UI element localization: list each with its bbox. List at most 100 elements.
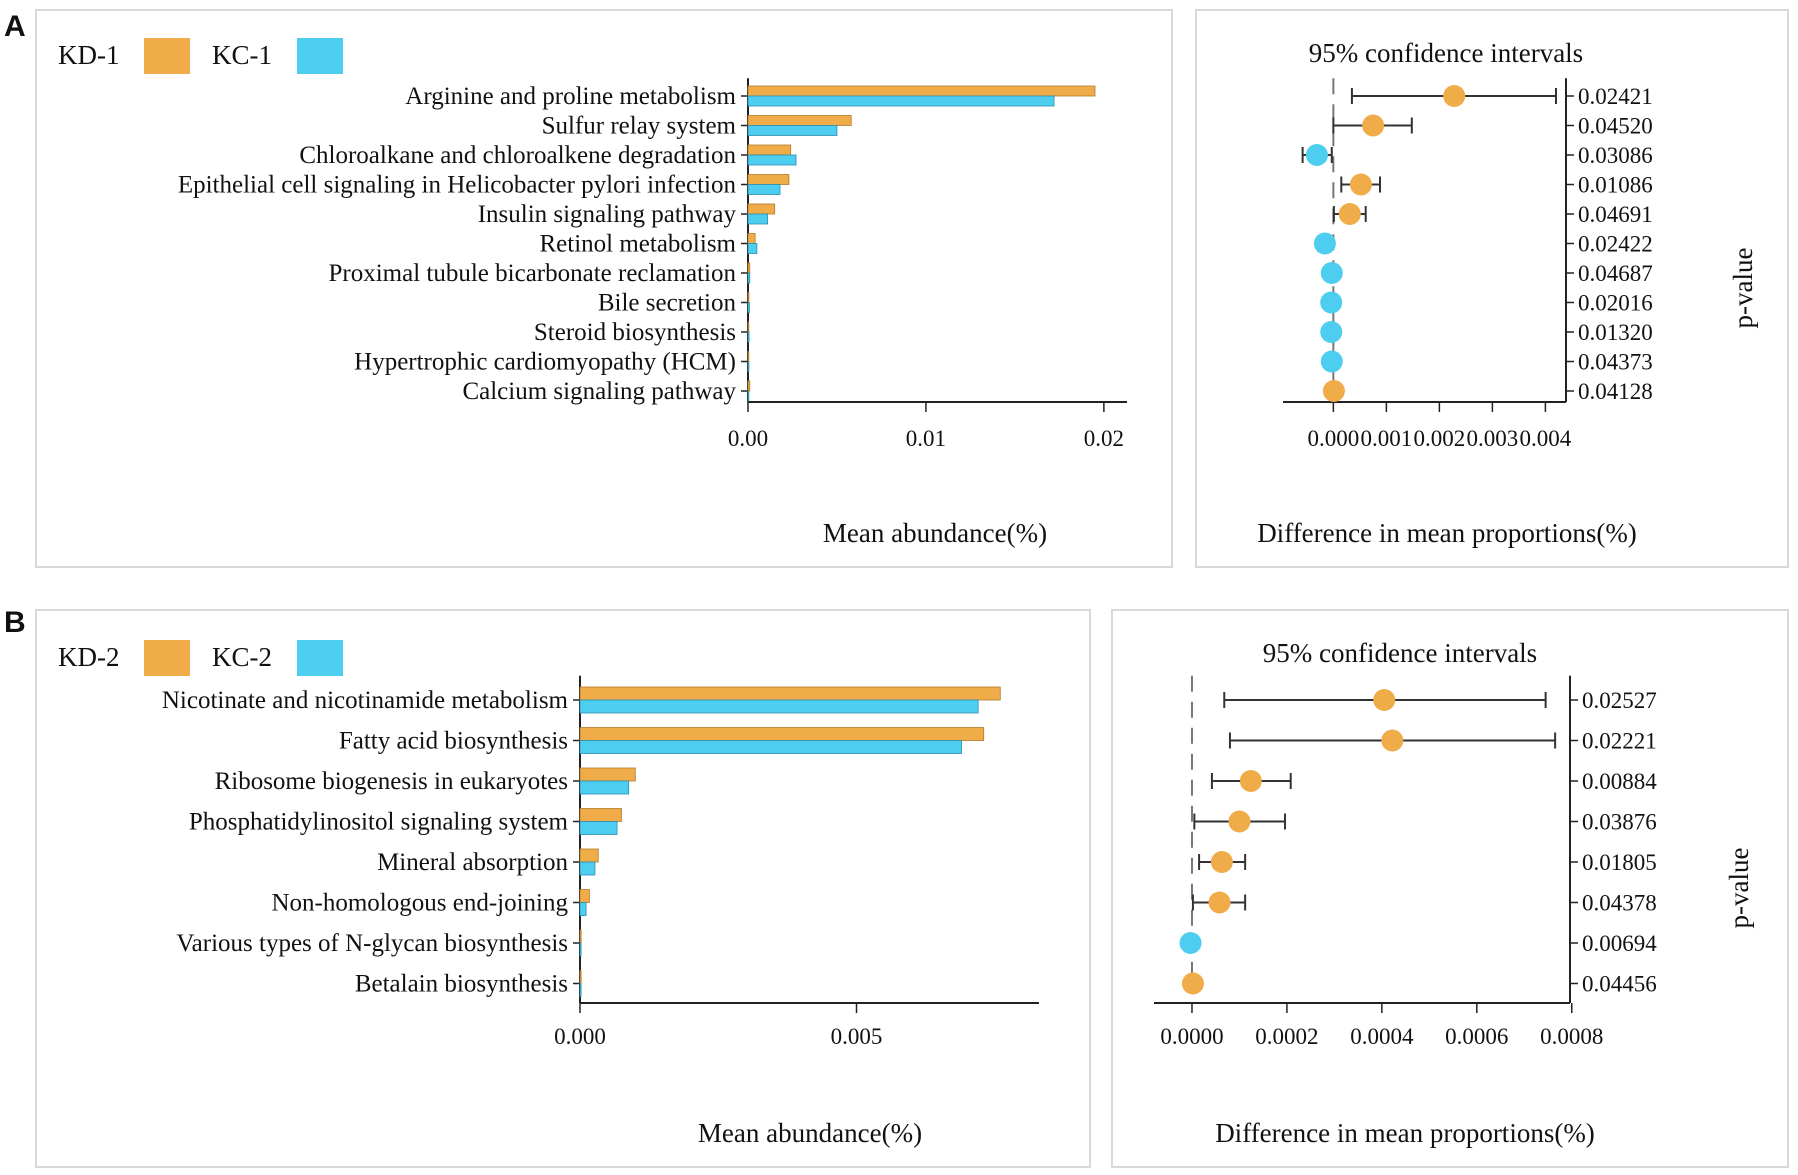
bar-kc-1 bbox=[747, 361, 750, 372]
category-label: Hypertrophic cardiomyopathy (HCM) bbox=[354, 349, 736, 376]
bar-kd-2 bbox=[579, 848, 599, 863]
category-label: Nicotinate and nicotinamide metabolism bbox=[162, 687, 569, 714]
p-value-label: 0.04520 bbox=[1578, 114, 1653, 139]
category-label: Calcium signaling pathway bbox=[462, 378, 736, 405]
ci-point-kd bbox=[1381, 729, 1404, 752]
bar-kd-2 bbox=[579, 970, 582, 984]
ci-point-kd bbox=[1210, 851, 1233, 873]
ci-point-kd bbox=[1362, 114, 1385, 137]
category-label: Proximal tubule bicarbonate reclamation bbox=[329, 260, 737, 287]
bar-kd-2 bbox=[579, 767, 636, 782]
category-label: Chloroalkane and chloroalkene degradatio… bbox=[299, 142, 736, 169]
panel-b-ci-xlabel: Difference in mean proportions(%) bbox=[1215, 1118, 1595, 1148]
panel-a-ci-chart: 95% confidence intervals 0.024210.045200… bbox=[1195, 9, 1789, 568]
ci-x-tick-label: 0.0002 bbox=[1255, 1024, 1318, 1049]
p-value-label: 0.02422 bbox=[1578, 232, 1653, 257]
legend-kc-1-swatch bbox=[297, 38, 343, 74]
panel-a-bar-chart: KD-1 KC-1 Arginine and proline metabolis… bbox=[35, 9, 1173, 568]
p-value-label: 0.00694 bbox=[1582, 931, 1657, 956]
bar-kd-1 bbox=[747, 321, 750, 333]
bar-kc-2 bbox=[579, 740, 962, 754]
panel-b-ci-chart: 95% confidence intervals 0.025270.022210… bbox=[1111, 609, 1789, 1168]
p-value-label: 0.02527 bbox=[1582, 688, 1657, 713]
bar-kc-1 bbox=[747, 272, 751, 284]
p-value-label: 0.04373 bbox=[1578, 350, 1653, 375]
bar-kc-2 bbox=[579, 983, 582, 997]
bar-kc-1 bbox=[747, 154, 797, 166]
panel-b-ci-title: 95% confidence intervals bbox=[1263, 638, 1537, 668]
panel-a-bar-frame bbox=[35, 9, 1173, 568]
p-value-label: 0.01086 bbox=[1578, 173, 1653, 198]
bar-kd-2 bbox=[579, 929, 582, 944]
category-label: Non-homologous end-joining bbox=[271, 890, 568, 917]
ci-x-tick-label: 0.003 bbox=[1467, 426, 1519, 451]
bar-x-tick-label: 0.00 bbox=[728, 426, 768, 451]
ci-point-kc bbox=[1320, 262, 1343, 284]
p-value-label: 0.04128 bbox=[1578, 379, 1653, 404]
bar-kc-2 bbox=[579, 942, 582, 957]
bar-kc-1 bbox=[747, 243, 758, 254]
category-label: Bile secretion bbox=[598, 290, 737, 317]
bar-kd-1 bbox=[747, 203, 776, 215]
category-label: Insulin signaling pathway bbox=[478, 201, 737, 228]
p-value-label: 0.01805 bbox=[1582, 850, 1657, 875]
panel-b-bar-xlabel: Mean abundance(%) bbox=[698, 1118, 922, 1148]
bar-kd-1 bbox=[747, 262, 751, 274]
bar-kc-2 bbox=[579, 699, 979, 714]
bar-kc-2 bbox=[579, 861, 596, 876]
ci-x-tick-label: 0.0000 bbox=[1160, 1024, 1223, 1049]
bar-x-tick-label: 0.01 bbox=[906, 426, 946, 451]
ci-x-tick-label: 0.004 bbox=[1520, 426, 1572, 451]
bar-kd-1 bbox=[747, 85, 1096, 97]
panel-a-bar-xlabel: Mean abundance(%) bbox=[823, 518, 1047, 548]
bar-x-tick-label: 0.02 bbox=[1084, 426, 1124, 451]
category-label: Fatty acid biosynthesis bbox=[339, 728, 568, 755]
ci-x-tick-label: 0.001 bbox=[1360, 426, 1412, 451]
category-label: Arginine and proline metabolism bbox=[405, 83, 736, 110]
bar-kc-1 bbox=[747, 95, 1055, 107]
p-value-label: 0.04456 bbox=[1582, 972, 1657, 997]
panel-label-a: A bbox=[4, 10, 26, 43]
bar-kd-1 bbox=[747, 115, 852, 126]
bar-kc-1 bbox=[747, 213, 768, 225]
p-value-label: 0.00884 bbox=[1582, 769, 1657, 794]
legend-kd-1-swatch bbox=[144, 38, 190, 74]
panel-a-ci-xlabel: Difference in mean proportions(%) bbox=[1257, 518, 1637, 548]
panel-b-bars: Nicotinate and nicotinamide metabolism Fa… bbox=[162, 675, 1039, 1049]
bar-kc-1 bbox=[747, 390, 750, 402]
bar-kc-1 bbox=[747, 331, 750, 343]
bar-kc-1 bbox=[747, 302, 750, 313]
legend-kc-1-label: KC-1 bbox=[212, 40, 272, 70]
bar-kd-2 bbox=[579, 889, 590, 903]
bar-kd-1 bbox=[747, 292, 750, 303]
bar-x-tick-label: 0.005 bbox=[831, 1024, 883, 1049]
ci-x-tick-label: 0.0004 bbox=[1350, 1024, 1414, 1049]
p-value-label: 0.04378 bbox=[1582, 891, 1657, 916]
ci-point-kd bbox=[1228, 810, 1251, 833]
category-label: Sulfur relay system bbox=[542, 113, 737, 140]
p-value-label: 0.03876 bbox=[1582, 810, 1657, 835]
ci-point-kd bbox=[1322, 380, 1345, 402]
ci-point-kc bbox=[1320, 291, 1343, 314]
bar-kc-2 bbox=[579, 780, 630, 795]
category-label: Mineral absorption bbox=[377, 849, 568, 876]
bar-kd-1 bbox=[747, 380, 751, 392]
bar-kc-2 bbox=[579, 902, 587, 916]
panel-b-bar-chart: KD-2 KC-2 Nicotinate and nicotinamide me… bbox=[35, 609, 1091, 1168]
panel-b-p-value-label: p-value bbox=[1724, 848, 1754, 929]
ci-x-tick-label: 0.0006 bbox=[1445, 1024, 1508, 1049]
ci-point-kc bbox=[1320, 350, 1343, 373]
ci-point-kd bbox=[1443, 85, 1466, 107]
panel-a-bars: Arginine and proline metabolism Sulfur re… bbox=[178, 78, 1127, 451]
p-value-label: 0.02016 bbox=[1578, 291, 1653, 316]
panel-a-ci-title: 95% confidence intervals bbox=[1309, 38, 1583, 68]
bar-kc-1 bbox=[747, 125, 838, 136]
legend-kc-2-swatch bbox=[297, 640, 343, 676]
ci-point-kd bbox=[1239, 770, 1262, 792]
panel-label-b: B bbox=[4, 606, 26, 639]
legend-kc-2-label: KC-2 bbox=[212, 642, 272, 672]
category-label: Ribosome biogenesis in eukaryotes bbox=[215, 768, 568, 795]
ci-point-kc bbox=[1313, 232, 1336, 255]
ci-point-kd bbox=[1338, 203, 1361, 225]
